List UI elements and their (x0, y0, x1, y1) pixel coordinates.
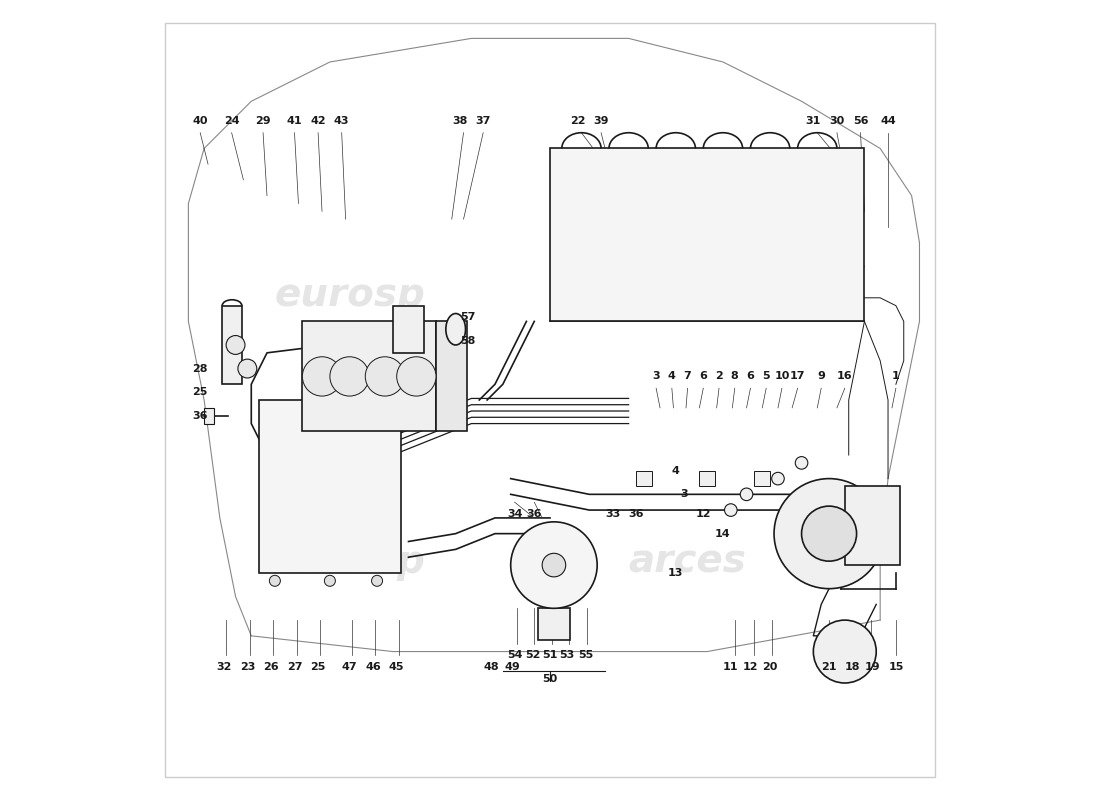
Bar (222, 306, 242, 384)
Text: 31: 31 (805, 116, 821, 126)
Text: 27: 27 (287, 662, 303, 672)
Text: 26: 26 (263, 662, 278, 672)
Bar (436, 322, 468, 431)
Text: 28: 28 (192, 363, 208, 374)
Bar (755, 470, 770, 486)
Text: 25: 25 (192, 387, 208, 397)
Text: 6: 6 (700, 371, 707, 382)
Text: 5: 5 (762, 371, 770, 382)
Circle shape (365, 357, 405, 396)
Text: 32: 32 (216, 662, 231, 672)
Text: 47: 47 (342, 662, 358, 672)
Circle shape (372, 575, 383, 586)
Text: 55: 55 (578, 650, 593, 661)
Text: 20: 20 (762, 662, 778, 672)
Bar (637, 470, 652, 486)
Text: 16: 16 (837, 371, 852, 382)
Circle shape (795, 457, 807, 469)
Text: 44: 44 (880, 116, 895, 126)
Text: 45: 45 (389, 662, 405, 672)
Text: 38: 38 (452, 116, 468, 126)
Text: 30: 30 (829, 116, 845, 126)
Text: arces: arces (628, 276, 747, 314)
Text: 24: 24 (223, 116, 240, 126)
Bar (700, 470, 715, 486)
Text: 12: 12 (742, 662, 758, 672)
Text: 51: 51 (542, 650, 558, 661)
Text: 17: 17 (790, 371, 805, 382)
Text: 1: 1 (892, 371, 900, 382)
Circle shape (774, 478, 884, 589)
Bar (205, 408, 213, 423)
Text: arces: arces (628, 543, 747, 581)
Bar (393, 306, 425, 353)
Text: 41: 41 (287, 116, 303, 126)
Text: 11: 11 (723, 662, 738, 672)
Text: 12: 12 (695, 509, 711, 519)
Bar (845, 486, 900, 565)
Circle shape (330, 357, 370, 396)
Text: 43: 43 (334, 116, 350, 126)
Text: 36: 36 (192, 410, 208, 421)
Text: 14: 14 (715, 529, 730, 538)
Text: 13: 13 (668, 568, 683, 578)
Text: 7: 7 (684, 371, 692, 382)
Text: 37: 37 (475, 116, 491, 126)
Text: 56: 56 (852, 116, 868, 126)
Text: 34: 34 (507, 509, 522, 519)
Text: 33: 33 (605, 509, 620, 519)
Text: 19: 19 (865, 662, 880, 672)
Circle shape (772, 472, 784, 485)
Bar (538, 608, 570, 640)
Circle shape (725, 504, 737, 516)
Text: 53: 53 (560, 650, 575, 661)
Text: 9: 9 (817, 371, 825, 382)
Text: 8: 8 (730, 371, 738, 382)
Text: 48: 48 (483, 662, 499, 672)
Text: 49: 49 (505, 662, 520, 672)
Text: 52: 52 (525, 650, 540, 661)
Text: 22: 22 (570, 116, 585, 126)
Circle shape (802, 506, 857, 561)
Text: 29: 29 (255, 116, 271, 126)
Circle shape (302, 357, 342, 396)
Text: 18: 18 (845, 662, 860, 672)
Text: eurosp: eurosp (275, 543, 426, 581)
Text: 23: 23 (240, 662, 255, 672)
Bar (260, 400, 400, 573)
Bar (302, 322, 436, 431)
Circle shape (397, 357, 436, 396)
Text: eurosp: eurosp (275, 276, 426, 314)
Circle shape (510, 522, 597, 608)
Text: 3: 3 (680, 490, 688, 499)
Circle shape (740, 488, 752, 501)
Text: 46: 46 (365, 662, 381, 672)
Text: 36: 36 (527, 509, 542, 519)
Text: 2: 2 (715, 371, 723, 382)
Text: 15: 15 (888, 662, 903, 672)
Text: 54: 54 (507, 650, 522, 661)
Bar (550, 149, 865, 322)
Text: 50: 50 (542, 674, 558, 684)
Text: 4: 4 (668, 371, 675, 382)
Circle shape (270, 575, 280, 586)
Text: 10: 10 (774, 371, 790, 382)
Circle shape (324, 575, 336, 586)
Text: 57: 57 (460, 313, 475, 322)
Text: 39: 39 (593, 116, 608, 126)
Circle shape (542, 554, 565, 577)
Text: 40: 40 (192, 116, 208, 126)
Text: 3: 3 (652, 371, 660, 382)
Text: 21: 21 (822, 662, 837, 672)
Circle shape (813, 620, 877, 683)
Text: 36: 36 (629, 509, 645, 519)
Text: 4: 4 (672, 466, 680, 476)
Text: 6: 6 (747, 371, 755, 382)
Circle shape (238, 359, 256, 378)
Text: 42: 42 (310, 116, 326, 126)
Text: 58: 58 (460, 336, 475, 346)
Ellipse shape (446, 314, 465, 345)
Circle shape (227, 335, 245, 354)
Text: 25: 25 (310, 662, 326, 672)
